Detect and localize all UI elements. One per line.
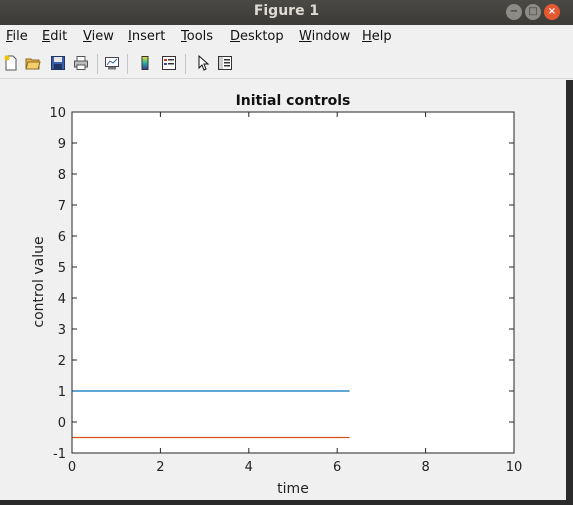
- y-tick-label: 5: [58, 261, 66, 276]
- maximize-button[interactable]: □: [525, 4, 541, 20]
- x-tick-label: 0: [68, 460, 76, 475]
- toolbar: [0, 50, 573, 79]
- y-tick-label: 0: [58, 416, 66, 431]
- toolbar-separator: [185, 54, 186, 74]
- toolbar-separator: [97, 54, 98, 74]
- menu-edit[interactable]: Edit: [42, 29, 67, 44]
- menu-view[interactable]: View: [83, 29, 114, 44]
- background-window-edge: [0, 500, 573, 505]
- menu-window-label: indow: [311, 29, 351, 44]
- window-title: Figure 1: [253, 3, 320, 19]
- x-tick-label: 4: [245, 460, 253, 475]
- print-icon[interactable]: [73, 55, 89, 71]
- minimize-button[interactable]: −: [506, 4, 522, 20]
- menu-insert-mnemonic: I: [128, 29, 132, 44]
- x-tick-label: 2: [156, 460, 164, 475]
- menu-bar: File Edit View Insert Tools Desktop Wind…: [0, 26, 573, 71]
- y-tick-label: 3: [58, 323, 66, 338]
- x-tick-label: 8: [421, 460, 429, 475]
- plot-area: Initial controls time control value 0 2 4 6…: [0, 80, 573, 500]
- menu-desktop[interactable]: Desktop: [230, 29, 284, 44]
- chart-title: Initial controls: [236, 93, 351, 109]
- property-editor-icon[interactable]: [217, 55, 233, 71]
- y-tick-label: 8: [58, 168, 66, 183]
- menu-window-mnemonic: W: [299, 29, 312, 44]
- legend-icon[interactable]: [161, 55, 177, 71]
- link-plot-icon[interactable]: [104, 55, 120, 71]
- menu-edit-label: dit: [50, 29, 68, 44]
- chart[interactable]: Initial controls time control value 0 2 4 6…: [0, 80, 573, 500]
- y-tick-label: 10: [49, 106, 66, 121]
- y-axis-label: control value: [31, 236, 47, 327]
- y-tick-label: 1: [58, 385, 66, 400]
- colorbar-icon[interactable]: [137, 55, 153, 71]
- toolbar-separator: [127, 54, 128, 74]
- y-tick-label: 7: [58, 199, 66, 214]
- menu-tools-mnemonic: T: [181, 29, 187, 44]
- y-tick-label: 6: [58, 230, 66, 245]
- menu-help-label: elp: [371, 29, 392, 44]
- x-tick-label: 10: [506, 460, 523, 475]
- menu-file-label: ile: [12, 29, 28, 44]
- close-button[interactable]: ×: [544, 4, 560, 20]
- menu-desktop-label: esktop: [240, 29, 284, 44]
- title-bar[interactable]: Figure 1 − □ ×: [0, 0, 573, 25]
- axes-box: [71, 111, 515, 454]
- open-file-icon[interactable]: [25, 55, 41, 71]
- menu-file-mnemonic: F: [6, 29, 13, 44]
- menu-file[interactable]: File: [6, 29, 28, 44]
- menu-view-label: iew: [91, 29, 114, 44]
- menu-view-mnemonic: V: [83, 29, 92, 44]
- menu-insert-label: nsert: [131, 29, 166, 44]
- menu-edit-mnemonic: E: [42, 29, 51, 44]
- menu-help-mnemonic: H: [362, 29, 372, 44]
- menu-insert[interactable]: Insert: [128, 29, 165, 44]
- pointer-icon[interactable]: [195, 55, 211, 71]
- new-figure-icon[interactable]: [3, 55, 19, 71]
- y-tick-label: 4: [58, 292, 66, 307]
- menu-tools[interactable]: Tools: [181, 29, 213, 44]
- axes-background: [72, 112, 514, 453]
- y-tick-label: -1: [53, 447, 66, 462]
- menu-desktop-mnemonic: D: [230, 29, 241, 44]
- menu-tools-label: ools: [186, 29, 214, 44]
- menu-window[interactable]: Window: [299, 29, 350, 44]
- background-window-edge: [566, 80, 573, 500]
- x-tick-label: 6: [333, 460, 341, 475]
- y-tick-label: 2: [58, 354, 66, 369]
- menu-help[interactable]: Help: [362, 29, 392, 44]
- y-tick-label: 9: [58, 137, 66, 152]
- save-icon[interactable]: [50, 55, 66, 71]
- x-axis-label: time: [277, 481, 309, 497]
